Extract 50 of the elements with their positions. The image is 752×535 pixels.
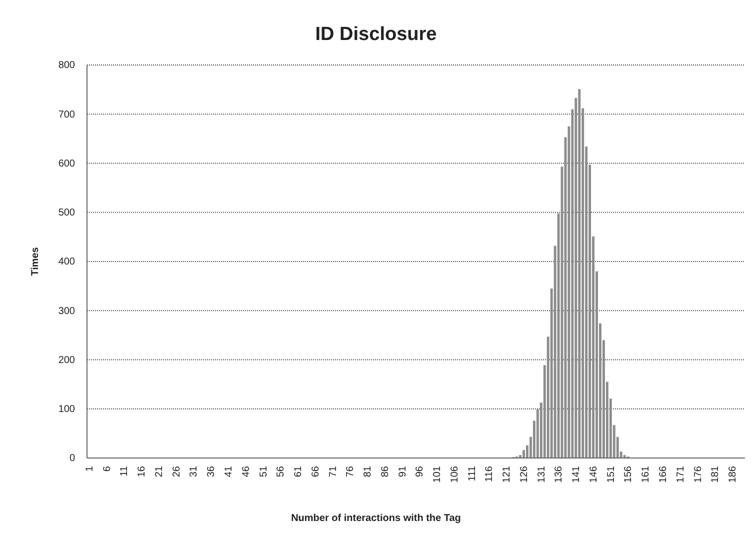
x-tick-label: 71 [328,466,339,478]
x-tick-label: 151 [606,466,617,483]
x-tick-label: 156 [623,466,634,483]
x-tick-label: 121 [502,466,513,483]
x-tick-label: 66 [310,466,322,478]
x-tick-label: 1 [84,466,96,472]
x-tick-label: 86 [380,466,391,478]
x-tick-label: 146 [588,466,600,483]
x-tick-label: 171 [675,466,686,483]
x-tick-label: 41 [224,466,234,478]
x-tick-label: 51 [258,466,270,478]
x-tick-label: 16 [136,466,148,478]
x-tick-label: 111 [466,466,478,482]
x-tick-label: 21 [154,466,165,478]
y-axis-title: Times [30,246,41,276]
x-tick-label: 96 [414,466,426,478]
x-tick-label: 76 [345,466,356,478]
x-tick-label: 116 [484,466,496,482]
x-axis-title: Number of interactions with the Tag [291,513,461,524]
y-tick-label: 600 [58,158,76,170]
x-tick-label: 31 [188,466,200,478]
x-tick-label: 186 [728,466,739,483]
x-tick-label: 176 [692,466,704,483]
x-tick-label: 26 [171,466,182,478]
x-tick-label: 46 [240,466,252,478]
x-tick-label: 141 [571,466,582,483]
x-tick-label: 181 [710,466,722,483]
y-tick-label: 500 [58,208,76,219]
y-tick-label: 700 [58,109,76,120]
y-tick-label: 200 [58,354,76,366]
x-tick-label: 11 [119,466,130,476]
x-tick-label: 81 [362,466,374,478]
y-tick-label: 800 [58,60,76,72]
x-tick-label: 6 [102,466,113,472]
x-tick-label: 36 [206,466,218,478]
y-tick-label: 100 [58,404,76,416]
x-tick-label: 126 [518,466,530,483]
y-tick-label: 0 [69,453,76,464]
x-tick-label: 56 [276,466,287,478]
x-tick-label: 101 [432,466,444,483]
x-tick-label: 131 [536,466,548,483]
x-tick-label: 61 [293,466,304,478]
x-tick-label: 106 [449,466,460,483]
y-tick-label: 400 [58,256,76,268]
x-tick-label: 91 [397,466,408,478]
x-tick-label: 136 [554,466,565,483]
y-tick-label: 300 [58,306,76,317]
chart-title: ID Disclosure [315,24,437,45]
x-tick-label: 166 [658,466,669,483]
x-tick-label: 161 [640,466,652,483]
